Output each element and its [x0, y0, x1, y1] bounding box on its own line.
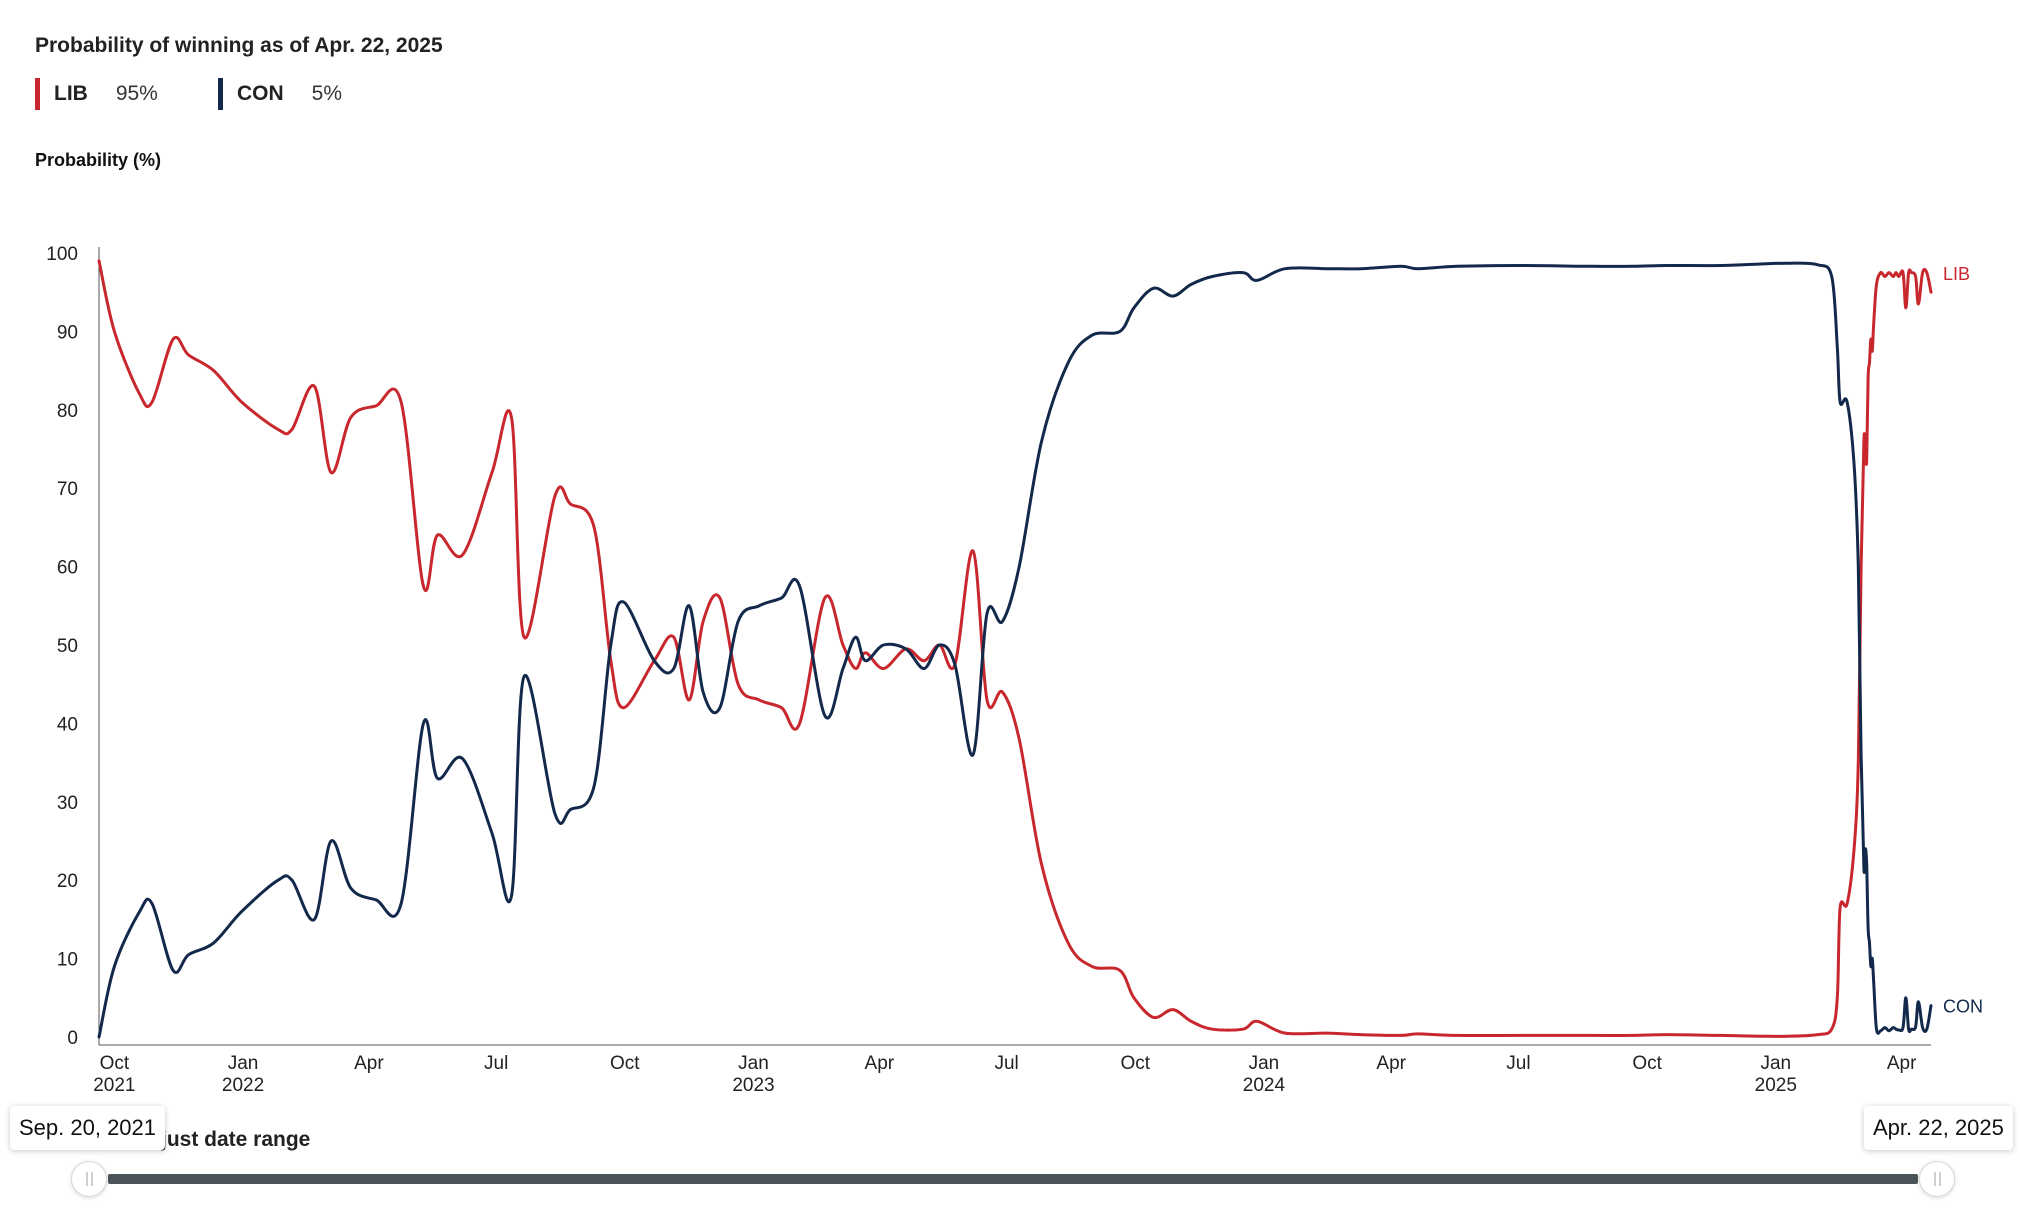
x-tick-year-label: 2022: [222, 1075, 264, 1096]
x-tick-year-label: 2025: [1755, 1075, 1797, 1096]
legend-item-lib: LIB 95%: [35, 78, 158, 110]
x-tick-year-label: 2024: [1243, 1075, 1286, 1096]
date-range-label: Adjust date range: [133, 1128, 311, 1151]
x-tick-label: Apr: [354, 1053, 384, 1074]
y-tick-label: 60: [57, 558, 78, 579]
x-tick-label: Jul: [1506, 1053, 1530, 1074]
y-tick-label: 10: [57, 950, 78, 971]
x-tick-label: Apr: [865, 1053, 895, 1074]
x-tick-year-label: 2023: [732, 1075, 774, 1096]
y-tick-label: 80: [57, 401, 78, 422]
x-tick-year-label: 2021: [93, 1075, 135, 1096]
x-tick-label: Jan: [1249, 1053, 1280, 1074]
y-tick-label: 30: [57, 793, 78, 814]
x-tick-label: Jan: [738, 1053, 769, 1074]
y-tick-label: 40: [57, 714, 78, 735]
y-axis: 0 10 20 30 40 50 60 70 80 90 100: [46, 244, 78, 1049]
x-tick-label: Jul: [484, 1053, 508, 1074]
legend-value-con: 5%: [311, 82, 343, 105]
x-tick-label: Jul: [994, 1053, 1018, 1074]
date-range-start-handle[interactable]: [71, 1161, 107, 1197]
legend-name-con: CON: [237, 82, 284, 105]
legend-item-con: CON 5%: [218, 78, 342, 110]
y-tick-label: 90: [57, 322, 78, 343]
series-end-label-lib: LIB: [1943, 264, 1970, 284]
x-tick-label: Oct: [100, 1053, 130, 1074]
legend-value-lib: 95%: [115, 82, 158, 105]
grip-icon: [1933, 1172, 1941, 1186]
date-range-track[interactable]: [108, 1174, 1918, 1184]
chart-title: Probability of winning as of Apr. 22, 20…: [35, 34, 443, 57]
x-tick-label: Oct: [1120, 1053, 1150, 1074]
series-line-lib: [97, 259, 1933, 1038]
legend-swatch-lib: [35, 78, 40, 110]
legend-swatch-con: [218, 78, 223, 110]
x-tick-label: Oct: [1632, 1053, 1662, 1074]
x-tick-label: Jan: [228, 1053, 259, 1074]
date-range-end-handle[interactable]: [1919, 1161, 1955, 1197]
y-axis-title: Probability (%): [35, 150, 162, 170]
series-end-label-con: CON: [1943, 997, 1983, 1017]
x-tick-label: Jan: [1760, 1053, 1791, 1074]
grip-icon: [85, 1172, 93, 1186]
y-tick-label: 50: [57, 636, 78, 657]
series-end-labels: LIB CON: [1943, 264, 1983, 1016]
date-range-start-tooltip: Sep. 20, 2021: [10, 1106, 166, 1150]
x-tick-label: Oct: [610, 1053, 640, 1074]
y-tick-label: 0: [67, 1028, 78, 1049]
date-range-end-tooltip: Apr. 22, 2025: [1864, 1106, 2013, 1150]
x-tick-label: Apr: [1887, 1053, 1917, 1074]
x-tick-label: Apr: [1376, 1053, 1406, 1074]
y-tick-label: 100: [46, 244, 78, 265]
y-tick-label: 70: [57, 479, 78, 500]
series-lines: [97, 259, 1933, 1039]
legend-name-lib: LIB: [54, 82, 88, 105]
series-line-con: [97, 261, 1933, 1039]
y-tick-label: 20: [57, 871, 78, 892]
